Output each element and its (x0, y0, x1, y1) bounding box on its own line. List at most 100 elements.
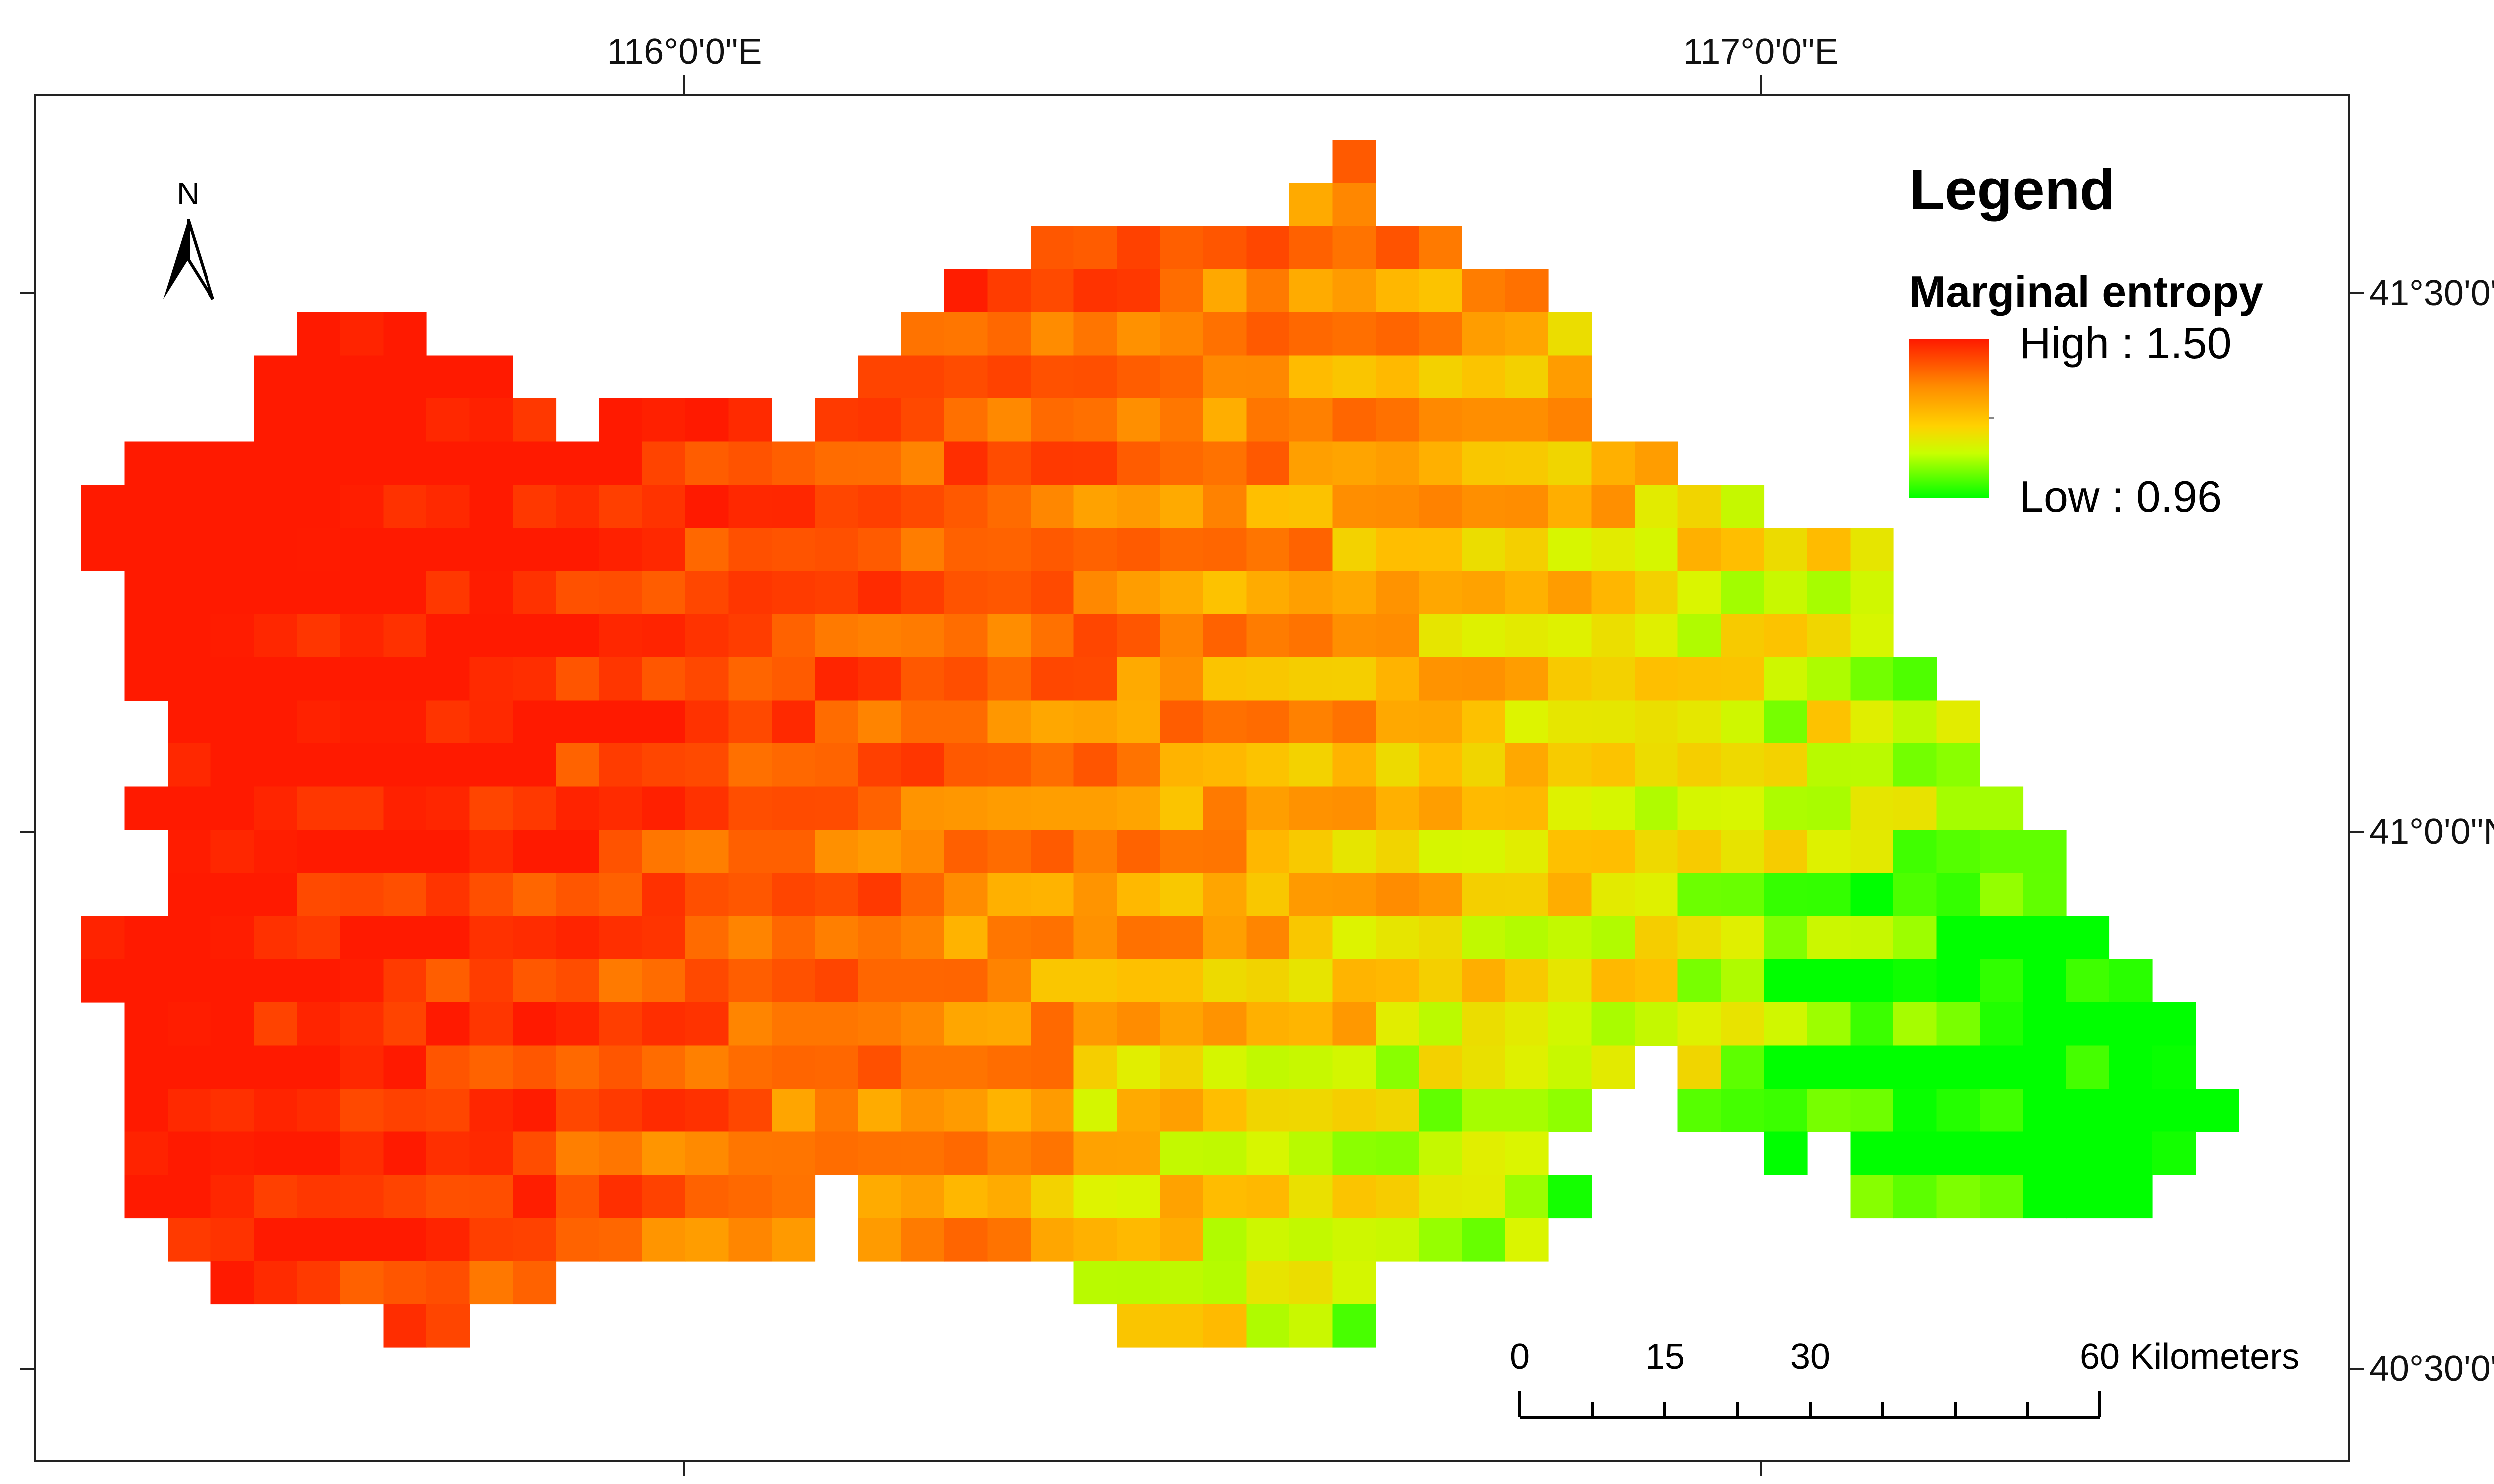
raster-cell (513, 1131, 557, 1175)
raster-cell (1936, 743, 1980, 787)
raster-cell (1289, 1261, 1333, 1305)
raster-cell (1893, 657, 1937, 701)
raster-cell (1160, 1261, 1204, 1305)
raster-cell (1721, 1089, 1765, 1132)
raster-cell (124, 571, 168, 615)
raster-cell (944, 1002, 988, 1046)
raster-cell (1376, 441, 1420, 485)
raster-cell (1203, 1131, 1247, 1175)
raster-cell (1419, 1045, 1462, 1089)
raster-cell (642, 1131, 686, 1175)
raster-cell (210, 614, 254, 658)
raster-cell (1721, 485, 1765, 529)
raster-cell (426, 485, 470, 529)
raster-cell (858, 657, 902, 701)
raster-cell (340, 959, 384, 1003)
raster-cell (124, 959, 168, 1003)
raster-cell (340, 1045, 384, 1089)
raster-cell (1117, 1002, 1161, 1046)
raster-cell (815, 485, 858, 529)
raster-cell (944, 657, 988, 701)
raster-cell (1332, 786, 1376, 830)
raster-cell (469, 398, 513, 442)
raster-cell (383, 485, 427, 529)
raster-cell (124, 1131, 168, 1175)
raster-cell (513, 1089, 557, 1132)
raster-cell (1031, 1175, 1074, 1219)
raster-cell (1764, 916, 1808, 960)
raster-cell (815, 657, 858, 701)
latitude-label-41-00: 41°0'0"N (2369, 812, 2494, 852)
raster-cell (1203, 916, 1247, 960)
raster-cell (297, 1002, 341, 1046)
raster-cell (1850, 657, 1894, 701)
legend-color-ramp (1909, 339, 1989, 498)
raster-cell (1936, 830, 1980, 874)
raster-cell (1980, 1131, 2024, 1175)
raster-cell (1764, 614, 1808, 658)
raster-cell (1893, 1175, 1937, 1219)
raster-cell (1462, 312, 1506, 356)
raster-cell (426, 657, 470, 701)
raster-cell (772, 959, 816, 1003)
raster-cell (987, 700, 1031, 744)
raster-cell (340, 1131, 384, 1175)
raster-cell (901, 355, 945, 399)
raster-cell (1419, 700, 1462, 744)
raster-cell (685, 657, 729, 701)
raster-cell (1462, 743, 1506, 787)
raster-cell (1073, 441, 1117, 485)
raster-cell (1462, 269, 1506, 313)
raster-cell (1591, 700, 1635, 744)
raster-cell (901, 528, 945, 571)
raster-cell (1505, 700, 1549, 744)
raster-cell (1893, 1002, 1937, 1046)
raster-cell (297, 1218, 341, 1262)
raster-cell (1505, 1089, 1549, 1132)
raster-cell (1505, 1218, 1549, 1262)
raster-cell (1936, 786, 1980, 830)
raster-cell (1332, 1002, 1376, 1046)
raster-cell (1073, 269, 1117, 313)
raster-cell (858, 571, 902, 615)
raster-cell (1160, 355, 1204, 399)
raster-cell (2066, 1002, 2110, 1046)
raster-cell (1332, 830, 1376, 874)
raster-cell (1462, 614, 1506, 658)
raster-cell (858, 916, 902, 960)
raster-cell (1462, 830, 1506, 874)
raster-cell (944, 830, 988, 874)
scale-label-0: 0 (1510, 1337, 1530, 1377)
raster-cell (383, 614, 427, 658)
raster-cell (1764, 657, 1808, 701)
raster-cell (426, 700, 470, 744)
raster-cell (685, 1131, 729, 1175)
raster-cell (1764, 873, 1808, 917)
raster-cell (1721, 959, 1765, 1003)
raster-cell (944, 743, 988, 787)
raster-cell (1893, 1045, 1937, 1089)
raster-cell (1246, 786, 1290, 830)
raster-cell (772, 743, 816, 787)
raster-cell (1203, 657, 1247, 701)
raster-cell (168, 485, 211, 529)
raster-cell (340, 485, 384, 529)
raster-cell (1203, 830, 1247, 874)
raster-cell (772, 1045, 816, 1089)
raster-cell (1073, 1002, 1117, 1046)
raster-cell (513, 1045, 557, 1089)
legend-low-label: Low : 0.96 (2019, 472, 2222, 521)
raster-cell (858, 1218, 902, 1262)
raster-cell (642, 1045, 686, 1089)
raster-cell (1203, 226, 1247, 270)
raster-cell (599, 398, 643, 442)
raster-cell (124, 657, 168, 701)
raster-cell (1505, 1175, 1549, 1219)
raster-cell (2023, 1089, 2067, 1132)
raster-cell (1807, 657, 1851, 701)
raster-cell (1376, 700, 1420, 744)
raster-cell (1203, 786, 1247, 830)
raster-cell (1807, 873, 1851, 917)
raster-cell (124, 441, 168, 485)
raster-cell (426, 786, 470, 830)
